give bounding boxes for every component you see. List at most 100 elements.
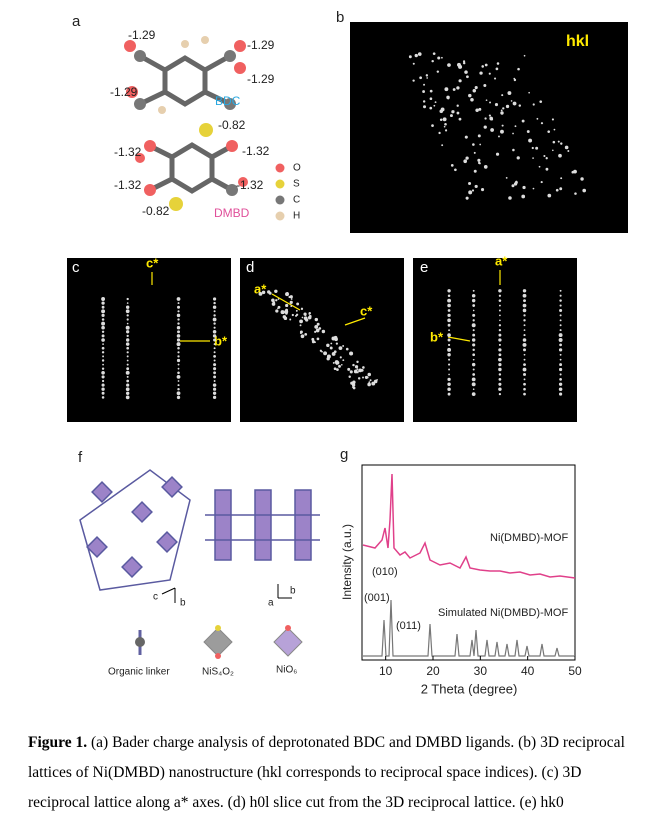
diffraction-spot	[496, 62, 500, 65]
diffraction-spot	[559, 308, 563, 312]
diffraction-spot	[567, 149, 570, 152]
diffraction-spot	[483, 83, 487, 87]
diffraction-spot	[559, 367, 563, 372]
diffraction-spot	[553, 128, 556, 131]
diffraction-spot	[352, 382, 356, 385]
diffraction-spot	[471, 189, 475, 192]
diffraction-spot	[447, 387, 451, 391]
diffraction-spot	[305, 318, 309, 322]
diffraction-spot	[212, 383, 217, 387]
diffraction-spot	[213, 310, 216, 313]
diffraction-spot	[213, 314, 216, 317]
diffraction-spot	[472, 289, 475, 292]
diffraction-spot	[447, 333, 451, 337]
diffraction-spot	[472, 343, 476, 347]
diffraction-spot	[101, 330, 105, 334]
diffraction-spot	[522, 308, 527, 313]
x-tick-label: 30	[474, 664, 488, 678]
diffraction-spot	[176, 375, 181, 379]
diffraction-spot	[447, 303, 451, 308]
diffraction-spot	[296, 302, 300, 306]
diffraction-spot	[291, 313, 294, 317]
diffraction-spot	[523, 353, 526, 356]
diffraction-spot	[498, 363, 502, 367]
diffraction-spot	[457, 62, 461, 67]
diffraction-spot	[498, 328, 502, 332]
diffraction-spot	[523, 378, 526, 381]
diffraction-spot	[367, 382, 371, 387]
diffraction-spot	[439, 118, 443, 121]
diffraction-spot	[431, 59, 434, 63]
diffraction-spot	[212, 330, 217, 334]
diffraction-spot	[511, 184, 515, 188]
diffraction-spot	[436, 70, 440, 73]
diffraction-spot	[285, 303, 289, 308]
diffraction-spot	[462, 61, 466, 65]
diffraction-spot	[472, 309, 475, 312]
axis-label: a*	[495, 253, 508, 268]
diffraction-spot	[498, 309, 501, 312]
diffraction-spot	[213, 375, 217, 379]
diffraction-spot	[335, 362, 338, 365]
diffraction-spot	[466, 75, 469, 79]
axis-label: c	[153, 592, 158, 603]
diffraction-spot	[289, 300, 293, 304]
diffraction-spot	[547, 130, 551, 133]
diffraction-spot	[354, 365, 359, 369]
diffraction-spot	[213, 359, 216, 362]
diffraction-spot	[349, 351, 353, 356]
diffraction-spot	[523, 363, 526, 366]
diffraction-spot	[101, 318, 105, 321]
diffraction-spot	[176, 395, 181, 400]
panel-label: c	[72, 259, 80, 276]
diffraction-spot	[500, 109, 503, 112]
diffraction-spot	[472, 89, 477, 93]
diffraction-spot	[177, 367, 180, 370]
diffraction-spot	[299, 332, 302, 335]
diffraction-spot	[277, 307, 279, 310]
diffraction-spot	[441, 144, 444, 147]
diffraction-spot	[300, 334, 305, 339]
diffraction-spot	[462, 60, 466, 63]
diffraction-spot	[478, 107, 482, 111]
diffraction-spot	[514, 125, 517, 128]
diffraction-spot	[212, 305, 217, 309]
diffraction-spot	[432, 52, 436, 55]
diffraction-spot	[101, 351, 105, 354]
axis-label: c*	[146, 255, 159, 270]
diffraction-spot	[429, 106, 433, 110]
diffraction-spot	[125, 305, 130, 309]
diffraction-spot	[472, 348, 475, 352]
diffraction-spot	[513, 78, 517, 82]
diffraction-spot	[526, 130, 530, 133]
diffraction-spot	[448, 373, 450, 376]
diffraction-spot	[304, 332, 308, 336]
diffraction-spot	[573, 169, 577, 174]
diffraction-spot	[213, 387, 217, 391]
diffraction-spot	[490, 128, 494, 132]
diffraction-spot	[472, 358, 475, 361]
diffraction-spot	[101, 301, 105, 305]
diffraction-spot	[523, 324, 526, 327]
diffraction-spot	[368, 381, 371, 384]
diffraction-spot	[326, 343, 330, 348]
diffraction-spot	[522, 185, 526, 190]
diffraction-spot	[521, 119, 525, 123]
axis-arrows	[151, 270, 501, 342]
diffraction-spot	[488, 72, 491, 75]
panel-label: a	[72, 13, 81, 30]
diffraction-spot	[543, 154, 546, 158]
diffraction-spot	[512, 148, 515, 152]
diffraction-spot	[412, 62, 415, 65]
diffraction-spot	[423, 83, 426, 86]
diffraction-spot	[559, 324, 562, 327]
diffraction-spot	[177, 346, 180, 350]
diffraction-spot	[101, 334, 105, 338]
diffraction-spot	[463, 159, 468, 164]
legend-icons	[135, 625, 303, 659]
simulated-pattern	[363, 599, 575, 657]
diffraction-spot	[126, 383, 130, 387]
diffraction-spot	[126, 302, 129, 304]
diffraction-spot	[471, 323, 476, 328]
diffraction-spot	[342, 345, 345, 347]
